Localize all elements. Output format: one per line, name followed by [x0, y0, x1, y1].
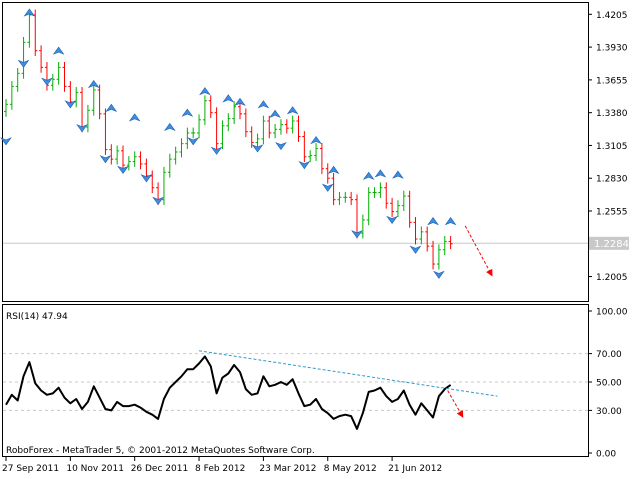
price-axis[interactable]: 1.4205 1.3930 1.3655 1.3380 1.3105 1.2830 1.25… — [588, 11, 628, 283]
fractal-up-icon — [199, 87, 211, 96]
rsi-panel[interactable] — [2, 304, 589, 457]
rsi-level-lines — [3, 353, 588, 411]
fractal-down-icon — [187, 137, 200, 146]
fractal-up-icon — [234, 97, 246, 107]
price-bars-group — [4, 9, 453, 270]
price-tick-label: 1.3380 — [596, 109, 628, 119]
fractal-up-icon — [374, 169, 387, 178]
rsi-tick-label: 70.00 — [596, 350, 622, 360]
time-tick-label: 8 Feb 2012 — [195, 464, 245, 474]
fractal-up-icon — [52, 46, 65, 55]
fractal-up-icon — [163, 122, 176, 132]
rsi-title: RSI(14) 47.94 — [6, 312, 68, 322]
fractal-down-icon — [251, 144, 264, 153]
price-panel[interactable] — [2, 2, 589, 302]
fractal-down-icon — [76, 124, 88, 133]
fractal-down-icon — [99, 155, 112, 164]
time-tick-label: 8 May 2012 — [324, 464, 377, 474]
terminal-label: RoboForex - MetaTrader 5, © 2001-2012 Me… — [6, 446, 315, 456]
fractal-down-icon — [409, 245, 422, 254]
current-price-tag: 1.2284 — [589, 236, 629, 250]
fractal-down-icon — [140, 174, 153, 183]
time-tick-label: 27 Sep 2011 — [2, 464, 59, 474]
time-tick-label: 23 Mar 2012 — [259, 464, 316, 474]
fractal-up-icon — [362, 171, 375, 180]
fractal-up-icon — [269, 109, 281, 118]
fractal-down-icon — [321, 183, 334, 192]
fractal-up-icon — [181, 108, 194, 117]
fractal-up-icon — [327, 165, 340, 174]
fractal-up-icon — [128, 113, 141, 122]
fractal-up-icon — [427, 217, 439, 226]
fractal-up-icon — [23, 8, 36, 17]
fractal-up-icon — [392, 170, 404, 179]
fractal-up-icon — [444, 217, 457, 226]
fractal-down-icon — [64, 100, 77, 109]
fractal-up-icon — [310, 135, 322, 145]
rsi-tick-label: 50.00 — [596, 379, 622, 389]
rsi-line — [5, 355, 452, 430]
fractal-up-icon — [87, 79, 100, 89]
fractal-down-icon — [351, 230, 363, 239]
price-tick-label: 1.2555 — [596, 208, 628, 218]
price-tick-label: 1.3105 — [596, 142, 628, 152]
fractal-up-icon — [257, 100, 270, 109]
rsi-tick-label: 30.00 — [596, 407, 622, 417]
time-tick-label: 21 Jun 2012 — [388, 464, 442, 474]
fractal-down-icon — [210, 146, 223, 155]
fractal-down-icon — [41, 77, 53, 86]
price-tick-label: 1.3930 — [596, 44, 628, 54]
rsi-tick-label: 100.00 — [596, 308, 628, 318]
current-price-label: 1.2284 — [594, 239, 629, 250]
price-tick-label: 1.2005 — [596, 273, 628, 283]
time-tick-label: 26 Dec 2011 — [131, 464, 189, 474]
fractal-down-icon — [386, 215, 398, 225]
rsi-axis[interactable]: 100.00 70.00 50.00 30.00 0.00 — [588, 308, 628, 460]
fractal-down-icon — [433, 270, 445, 279]
fractal-up-icon — [105, 103, 118, 112]
rsi-trendline[interactable] — [198, 350, 498, 397]
fractal-down-icon — [0, 137, 12, 146]
price-tick-label: 1.4205 — [596, 11, 628, 21]
fractal-arrows-group — [0, 8, 457, 279]
fractal-up-icon — [286, 106, 299, 115]
rsi-tick-label: 0.00 — [596, 450, 616, 460]
fractal-up-icon — [222, 94, 235, 103]
fractal-down-icon — [17, 59, 30, 68]
fractal-down-icon — [275, 141, 287, 151]
fractal-down-icon — [298, 161, 311, 170]
time-tick-label: 10 Nov 2011 — [66, 464, 124, 474]
fractal-down-icon — [152, 196, 164, 205]
fractal-down-icon — [117, 165, 129, 174]
price-tick-label: 1.2830 — [596, 175, 628, 185]
price-tick-label: 1.3655 — [596, 76, 628, 86]
time-axis[interactable]: 27 Sep 2011 10 Nov 2011 26 Dec 2011 8 Feb 2… — [2, 457, 442, 474]
price-forecast-arrow — [464, 225, 493, 277]
